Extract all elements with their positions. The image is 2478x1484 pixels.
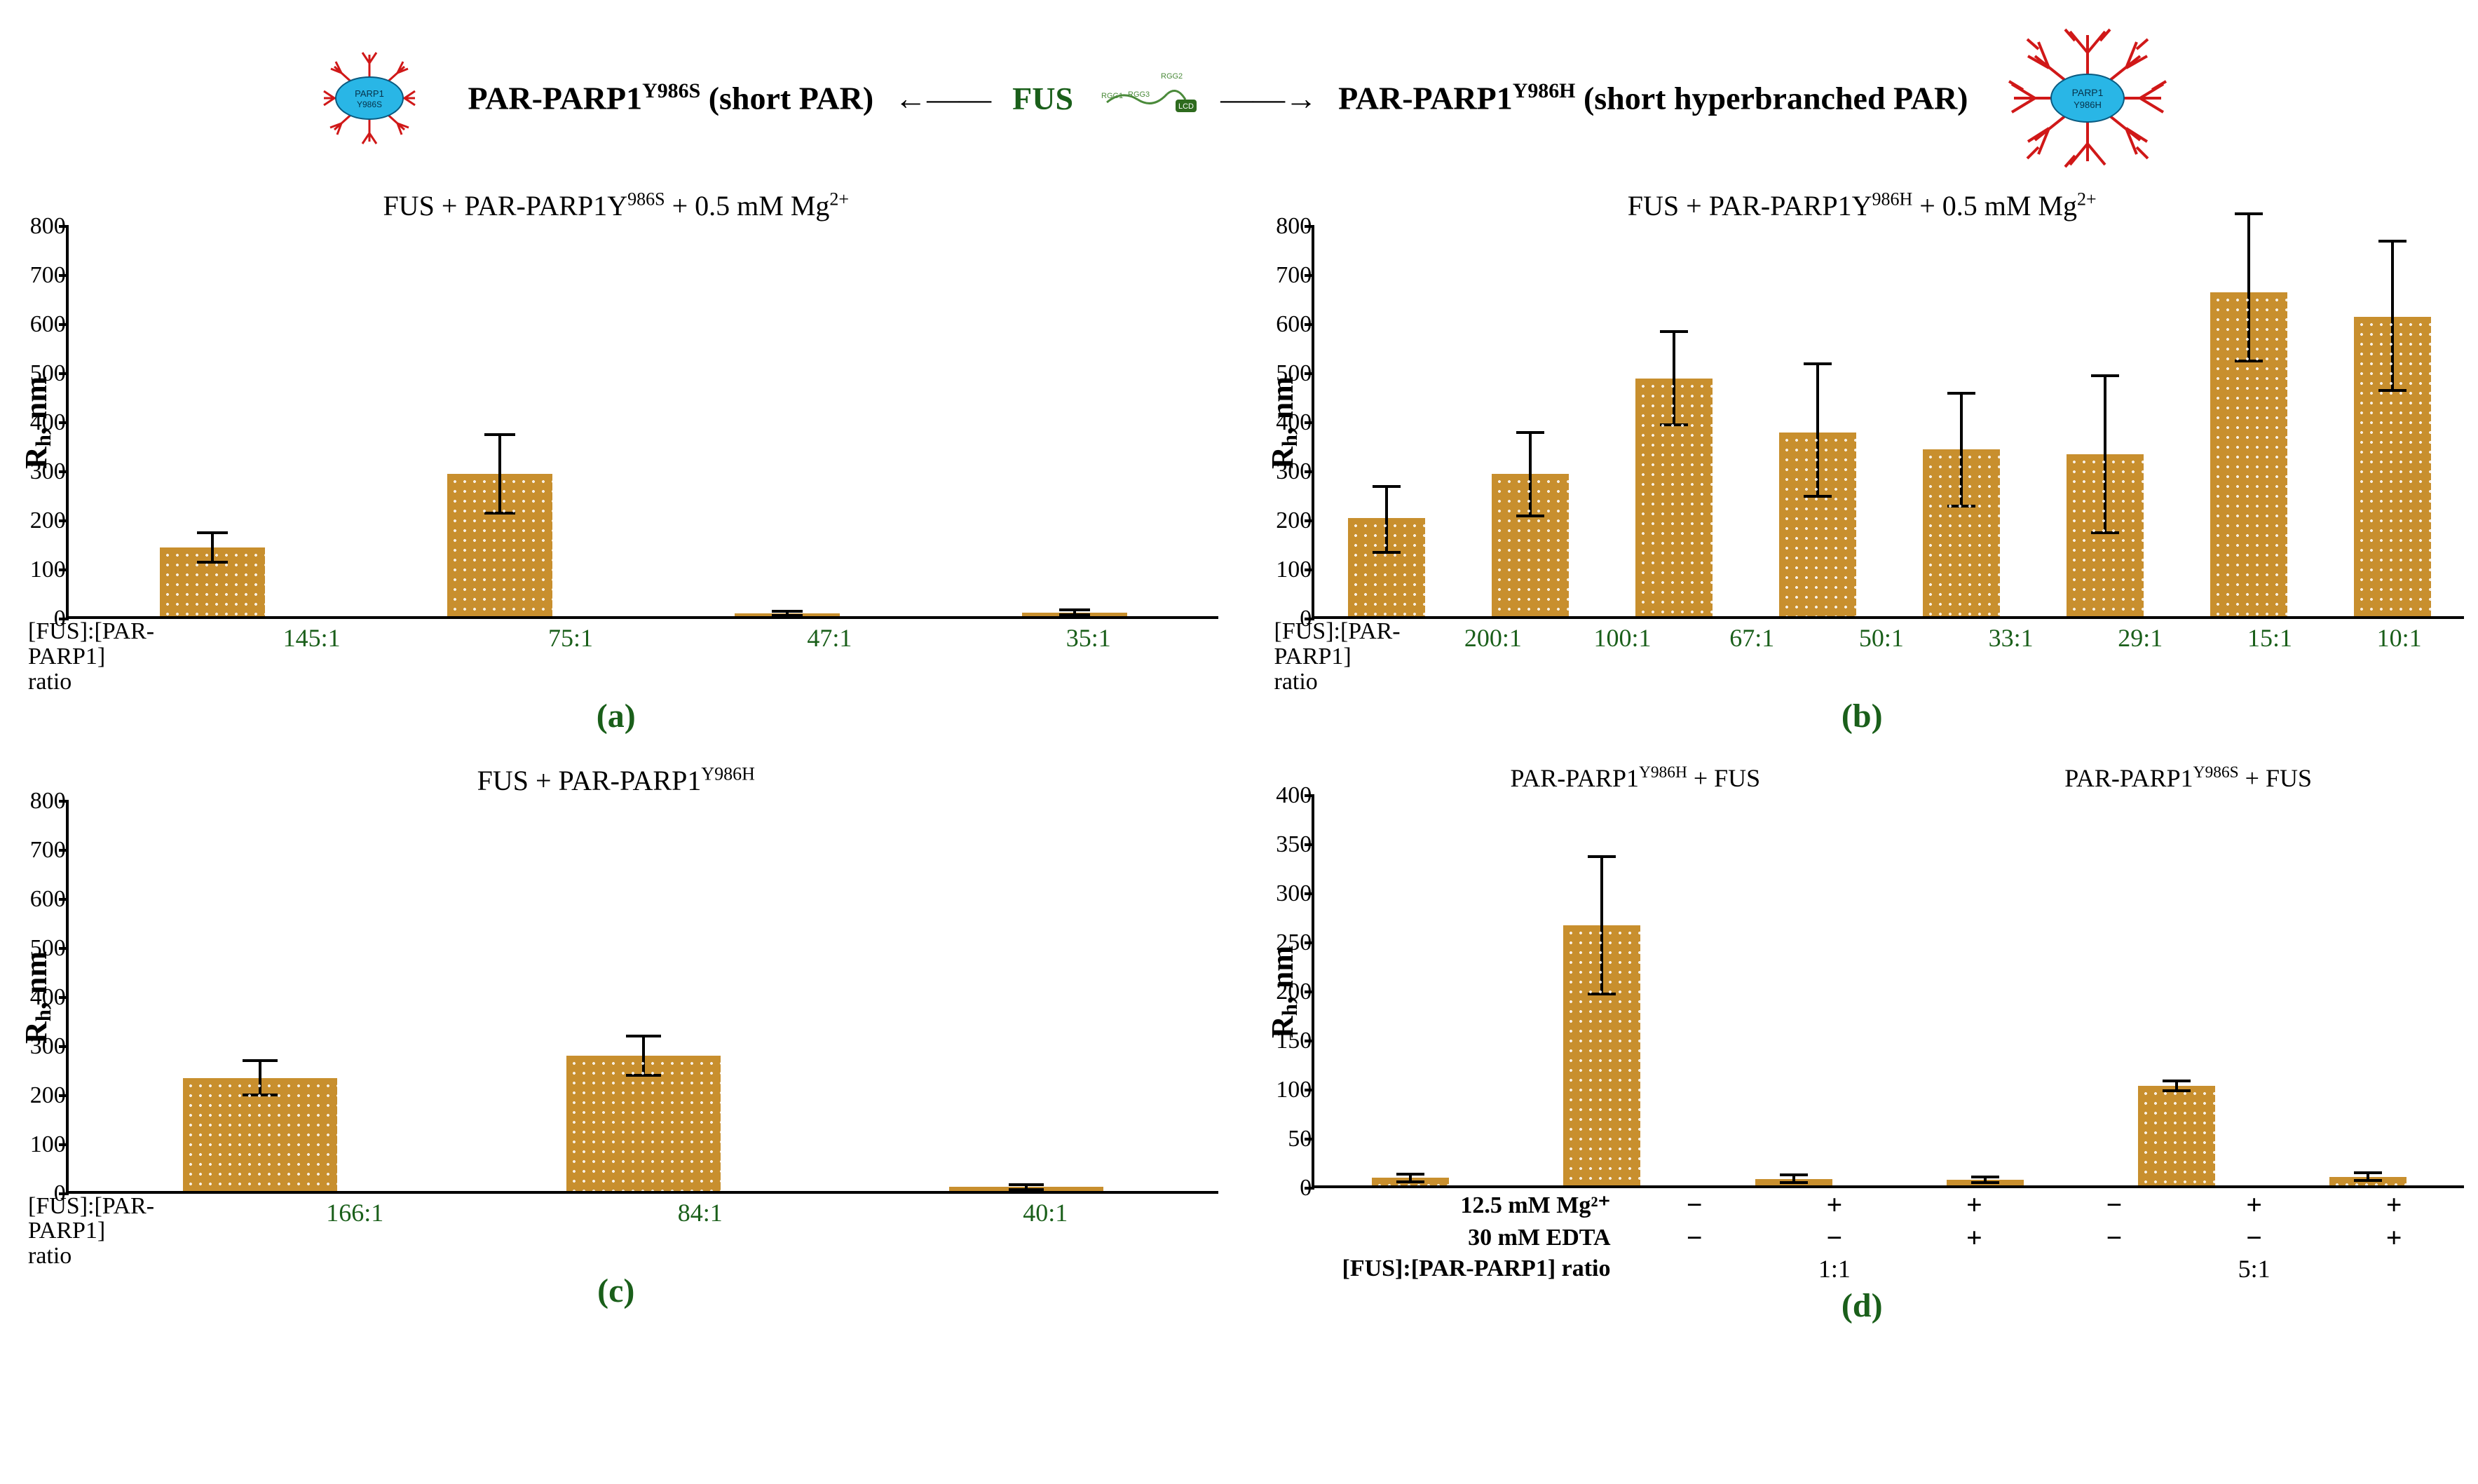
schematic-short-par-icon: PARP1 Y986S (292, 42, 447, 154)
left-variant-label: PAR-PARP1Y986S (short PAR) (468, 79, 873, 116)
right-variant-label: PAR-PARP1Y986H (short hyperbranched PAR) (1338, 79, 1968, 116)
panel-d-conditions: 12.5 mM Mg²⁺ −++−++ 30 mM EDTA −−+−−+ [F… (1330, 1188, 2465, 1284)
fus-center-label: FUS (1012, 80, 1073, 117)
panel-a-plot (66, 226, 1218, 619)
bar (2354, 317, 2431, 616)
panel-d-mg-values: −++−++ (1625, 1188, 2465, 1221)
panel-d-ratio-values: 1:15:1 (1625, 1254, 2465, 1284)
bar (1755, 1179, 1832, 1186)
arrow-left-icon: ←―― (894, 80, 991, 117)
arrow-right-icon: ――→ (1220, 80, 1317, 117)
bar (1492, 474, 1569, 616)
panel-c: FUS + PAR-PARP1Y986H Rh, nm 800700600500… (14, 763, 1218, 1325)
panel-a-title: FUS + PAR-PARP1Y986S + 0.5 mM Mg2+ (14, 189, 1218, 222)
bar (447, 474, 552, 616)
bar (160, 547, 265, 616)
panels-grid: FUS + PAR-PARP1Y986S + 0.5 mM Mg2+ Rh, n… (14, 189, 2464, 1325)
bar (1563, 925, 1640, 1185)
figure-root: PARP1 Y986S PAR-PARP1Y986S (short PAR) ←… (14, 14, 2464, 1325)
panel-c-xlabels: 166:184:140:1 (182, 1198, 1218, 1227)
panel-d-sublabel: (d) (1260, 1286, 2465, 1325)
bar (2138, 1086, 2215, 1186)
panel-c-plot (66, 801, 1218, 1194)
panel-d-dual-title: PAR-PARP1Y986H + FUS PAR-PARP1Y986S + FU… (1359, 763, 2465, 793)
panel-d-edta-values: −−+−−+ (1625, 1221, 2465, 1254)
panel-d-mg-label: 12.5 mM Mg²⁺ (1330, 1191, 1625, 1219)
schematic-hyperbranched-par-icon: PARP1 Y986H (1989, 14, 2186, 182)
panel-d-title-right: PAR-PARP1Y986S + FUS (2064, 763, 2312, 793)
header-row: PARP1 Y986S PAR-PARP1Y986S (short PAR) ←… (14, 14, 2464, 182)
panel-a: FUS + PAR-PARP1Y986S + 0.5 mM Mg2+ Rh, n… (14, 189, 1218, 735)
panel-d-plot (1312, 796, 2464, 1188)
panel-b-sublabel: (b) (1260, 697, 2465, 735)
panel-d-edta-label: 30 mM EDTA (1330, 1225, 1625, 1251)
bar (1635, 379, 1713, 617)
fus-schematic-icon: RGG2 RGG1 RGG3 LCD (1094, 69, 1199, 128)
panel-d-ratio-label: [FUS]:[PAR-PARP1] ratio (1330, 1255, 1625, 1282)
panel-d-title-left: PAR-PARP1Y986H + FUS (1511, 763, 1761, 793)
svg-text:PARP1: PARP1 (355, 88, 385, 99)
svg-text:LCD: LCD (1178, 102, 1194, 111)
bar (566, 1056, 721, 1191)
bar (183, 1078, 337, 1191)
svg-text:RGG2: RGG2 (1161, 72, 1183, 81)
bar (949, 1187, 1103, 1191)
svg-text:Y986H: Y986H (2074, 100, 2102, 110)
bar (2329, 1177, 2406, 1186)
panel-c-title: FUS + PAR-PARP1Y986H (14, 763, 1218, 796)
bar (1947, 1180, 2024, 1185)
bar (2067, 454, 2144, 616)
panel-c-sublabel: (c) (14, 1272, 1218, 1310)
bar (1923, 449, 2000, 616)
panel-b-plot (1312, 226, 2464, 619)
bar (1372, 1178, 1449, 1185)
bar (1022, 613, 1127, 617)
svg-text:RGG3: RGG3 (1128, 90, 1150, 99)
panel-b: FUS + PAR-PARP1Y986H + 0.5 mM Mg2+ Rh, n… (1260, 189, 2465, 735)
panel-b-ratio-caption: [FUS]:[PAR-PARP1]ratio (1274, 619, 1429, 694)
bar (1348, 518, 1425, 616)
panel-b-xlabels: 200:1100:167:150:133:129:115:110:1 (1429, 623, 2465, 653)
panel-b-title: FUS + PAR-PARP1Y986H + 0.5 mM Mg2+ (1260, 189, 2465, 222)
bar (2210, 292, 2287, 616)
svg-text:Y986S: Y986S (357, 100, 382, 109)
panel-d: PAR-PARP1Y986H + FUS PAR-PARP1Y986S + FU… (1260, 763, 2465, 1325)
panel-c-ratio-caption: [FUS]:[PAR-PARP1]ratio (28, 1194, 182, 1269)
panel-a-ratio-caption: [FUS]:[PAR-PARP1]ratio (28, 619, 182, 694)
panel-a-sublabel: (a) (14, 697, 1218, 735)
panel-a-xlabels: 145:175:147:135:1 (182, 623, 1218, 653)
bar (735, 613, 840, 616)
svg-text:PARP1: PARP1 (2071, 87, 2103, 98)
bar (1779, 433, 1856, 617)
